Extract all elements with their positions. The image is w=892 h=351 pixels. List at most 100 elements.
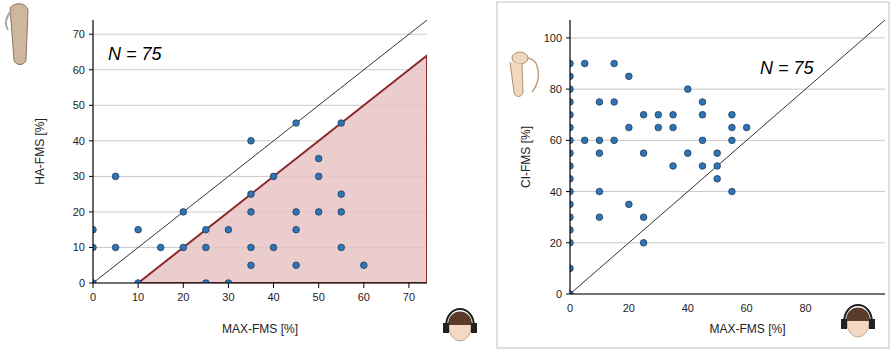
x-tick-label: 0 bbox=[90, 291, 96, 303]
point bbox=[640, 150, 647, 157]
y-axis-label: HA-FMS [%] bbox=[33, 118, 47, 185]
y-tick bbox=[566, 140, 570, 141]
point bbox=[640, 111, 647, 118]
y-tick-label: 40 bbox=[550, 186, 562, 198]
x-tick-label: 80 bbox=[799, 302, 811, 314]
grid-line bbox=[570, 294, 885, 295]
point bbox=[670, 124, 677, 131]
y-tick-label: 50 bbox=[73, 99, 85, 111]
grid-line bbox=[570, 191, 885, 192]
point bbox=[248, 244, 255, 251]
point bbox=[157, 244, 164, 251]
ci-cable bbox=[528, 58, 538, 92]
y-tick bbox=[89, 105, 93, 106]
x-axis bbox=[570, 293, 885, 294]
point bbox=[293, 226, 300, 233]
ci-coil bbox=[512, 52, 528, 64]
panel-frame bbox=[497, 2, 889, 348]
hearing-aid-icon bbox=[10, 4, 28, 65]
point bbox=[684, 150, 691, 157]
point bbox=[699, 111, 706, 118]
x-tick-label: 0 bbox=[567, 302, 573, 314]
y-axis-label: CI-FMS [%] bbox=[519, 126, 533, 188]
point bbox=[293, 120, 300, 127]
point bbox=[315, 155, 322, 162]
panel-0: 010203040506070010203040506070MAX-FMS [%… bbox=[33, 20, 427, 336]
point bbox=[596, 150, 603, 157]
x-tick-label: 30 bbox=[222, 291, 234, 303]
y-tick bbox=[566, 191, 570, 192]
point bbox=[655, 111, 662, 118]
point bbox=[611, 137, 618, 144]
point bbox=[338, 209, 345, 216]
y-tick-label: 0 bbox=[79, 277, 85, 289]
y-tick-label: 30 bbox=[73, 170, 85, 182]
headphone-cup bbox=[841, 319, 847, 329]
grid-line bbox=[93, 34, 427, 35]
x-tick bbox=[408, 283, 409, 288]
point bbox=[361, 262, 368, 269]
grid-line bbox=[570, 242, 885, 243]
point bbox=[338, 191, 345, 198]
point bbox=[581, 60, 588, 67]
y-tick bbox=[566, 294, 570, 295]
point bbox=[684, 86, 691, 93]
headphone-cup bbox=[869, 319, 875, 329]
x-tick-label: 70 bbox=[403, 291, 415, 303]
icons bbox=[6, 4, 875, 341]
grid-line bbox=[93, 69, 427, 70]
ci-processor bbox=[510, 62, 523, 97]
x-tick-label: 20 bbox=[177, 291, 189, 303]
point bbox=[293, 262, 300, 269]
y-tick-label: 40 bbox=[73, 135, 85, 147]
y-tick bbox=[89, 176, 93, 177]
point bbox=[655, 124, 662, 131]
point bbox=[714, 175, 721, 182]
point bbox=[315, 209, 322, 216]
point bbox=[670, 111, 677, 118]
y-tick bbox=[89, 211, 93, 212]
point bbox=[112, 173, 119, 180]
point bbox=[338, 244, 345, 251]
point bbox=[670, 163, 677, 170]
point bbox=[248, 138, 255, 145]
x-tick bbox=[138, 283, 139, 288]
point bbox=[270, 244, 277, 251]
y-tick-label: 0 bbox=[556, 288, 562, 300]
point bbox=[611, 99, 618, 106]
point bbox=[248, 191, 255, 198]
y-axis bbox=[92, 20, 93, 283]
point bbox=[640, 214, 647, 221]
y-tick bbox=[89, 247, 93, 248]
point bbox=[135, 226, 142, 233]
shaded-region bbox=[138, 56, 427, 283]
y-tick-label: 80 bbox=[550, 83, 562, 95]
point bbox=[743, 124, 750, 131]
y-tick bbox=[566, 242, 570, 243]
x-tick-label: 10 bbox=[132, 291, 144, 303]
point bbox=[611, 60, 618, 67]
grid-line bbox=[93, 283, 427, 284]
y-axis bbox=[569, 20, 570, 294]
point bbox=[699, 163, 706, 170]
point bbox=[729, 111, 736, 118]
point bbox=[248, 209, 255, 216]
x-axis-label: MAX-FMS [%] bbox=[222, 322, 298, 336]
point bbox=[596, 188, 603, 195]
point bbox=[248, 262, 255, 269]
point bbox=[729, 124, 736, 131]
y-tick-label: 60 bbox=[73, 64, 85, 76]
y-tick bbox=[89, 140, 93, 141]
plot-area bbox=[93, 20, 427, 283]
point bbox=[596, 99, 603, 106]
x-tick-label: 40 bbox=[267, 291, 279, 303]
x-tick-label: 40 bbox=[682, 302, 694, 314]
x-axis bbox=[93, 282, 427, 283]
y-tick bbox=[89, 34, 93, 35]
x-tick bbox=[273, 283, 274, 288]
point bbox=[729, 137, 736, 144]
headphone-band bbox=[446, 309, 474, 327]
annotation: N = 75 bbox=[108, 44, 163, 64]
x-tick-label: 60 bbox=[358, 291, 370, 303]
x-tick-label: 20 bbox=[623, 302, 635, 314]
